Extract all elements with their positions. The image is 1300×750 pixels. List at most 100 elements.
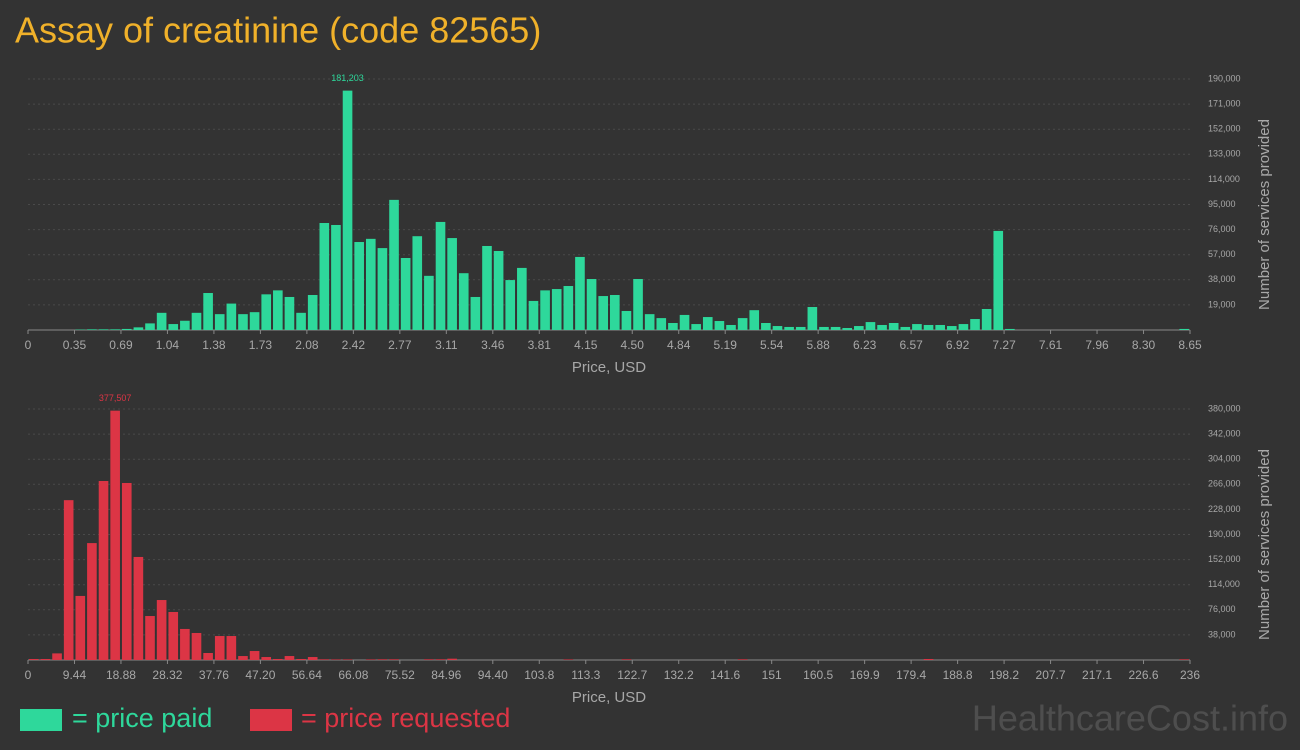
bar bbox=[133, 556, 144, 660]
y-tick-label: 133,000 bbox=[1208, 149, 1241, 159]
bar bbox=[377, 248, 388, 330]
y-axis-label: Number of services provided bbox=[1256, 119, 1273, 310]
bar bbox=[575, 256, 585, 330]
y-tick-label: 19,000 bbox=[1208, 299, 1236, 309]
x-tick-label: 2.77 bbox=[388, 338, 412, 352]
y-tick-label: 228,000 bbox=[1208, 504, 1241, 514]
bar bbox=[807, 307, 818, 330]
x-tick-label: 4.50 bbox=[621, 338, 645, 352]
bar bbox=[1179, 328, 1189, 330]
x-tick-label: 198.2 bbox=[989, 668, 1019, 682]
legend-swatch bbox=[250, 709, 292, 731]
bar bbox=[819, 326, 829, 330]
bar bbox=[226, 636, 237, 660]
bar bbox=[238, 314, 248, 330]
x-tick-label: 141.6 bbox=[710, 668, 740, 682]
bar bbox=[52, 653, 62, 660]
bar bbox=[273, 290, 283, 330]
x-tick-label: 2.42 bbox=[342, 338, 366, 352]
bar bbox=[273, 659, 283, 660]
x-tick-label: 9.44 bbox=[63, 668, 87, 682]
bar bbox=[284, 296, 295, 330]
bar bbox=[621, 310, 632, 330]
x-tick-label: 1.73 bbox=[249, 338, 273, 352]
bar bbox=[981, 308, 992, 330]
bar bbox=[912, 324, 922, 330]
legend-swatch bbox=[20, 709, 62, 731]
bar bbox=[87, 543, 97, 660]
x-tick-label: 37.76 bbox=[199, 668, 229, 682]
bar bbox=[331, 224, 341, 330]
x-tick-label: 5.88 bbox=[806, 338, 830, 352]
bar bbox=[749, 310, 760, 330]
x-tick-label: 132.2 bbox=[664, 668, 694, 682]
bar bbox=[888, 322, 899, 330]
x-tick-label: 151 bbox=[762, 668, 782, 682]
x-tick-label: 5.19 bbox=[714, 338, 738, 352]
bar bbox=[284, 656, 295, 660]
bar bbox=[389, 659, 399, 660]
y-tick-label: 76,000 bbox=[1208, 604, 1236, 614]
bar bbox=[435, 659, 446, 660]
bar bbox=[528, 300, 539, 330]
x-tick-label: 0 bbox=[25, 668, 32, 682]
bar bbox=[412, 236, 423, 330]
x-tick-label: 75.52 bbox=[385, 668, 415, 682]
x-tick-label: 4.15 bbox=[574, 338, 598, 352]
x-tick-label: 226.6 bbox=[1129, 668, 1159, 682]
bar bbox=[249, 651, 260, 660]
y-tick-label: 114,000 bbox=[1208, 174, 1240, 184]
x-tick-label: 66.08 bbox=[338, 668, 368, 682]
bar bbox=[679, 314, 690, 330]
x-tick-label: 8.65 bbox=[1178, 338, 1202, 352]
bar bbox=[946, 326, 957, 330]
y-tick-label: 380,000 bbox=[1208, 403, 1241, 413]
bar bbox=[923, 659, 934, 660]
y-tick-label: 38,000 bbox=[1208, 274, 1236, 284]
x-tick-label: 0.69 bbox=[109, 338, 133, 352]
x-tick-label: 1.04 bbox=[156, 338, 180, 352]
watermark: HealthcareCost.info bbox=[972, 698, 1288, 739]
bar bbox=[400, 258, 411, 330]
bar bbox=[307, 294, 318, 330]
bar bbox=[691, 324, 701, 330]
x-tick-label: 179.4 bbox=[896, 668, 926, 682]
x-tick-label: 94.40 bbox=[478, 668, 508, 682]
bar bbox=[63, 500, 74, 660]
x-tick-label: 217.1 bbox=[1082, 668, 1112, 682]
y-tick-label: 304,000 bbox=[1208, 454, 1241, 464]
bar bbox=[156, 600, 167, 660]
bar bbox=[110, 329, 120, 330]
x-axis-label: Price, USD bbox=[572, 689, 646, 706]
x-tick-label: 1.38 bbox=[202, 338, 226, 352]
bar bbox=[203, 652, 213, 660]
x-tick-label: 84.96 bbox=[431, 668, 461, 682]
y-tick-label: 76,000 bbox=[1208, 224, 1236, 234]
bar bbox=[621, 659, 632, 660]
x-tick-label: 47.20 bbox=[245, 668, 275, 682]
bar bbox=[342, 659, 353, 660]
bar bbox=[447, 238, 457, 330]
x-tick-label: 169.9 bbox=[850, 668, 880, 682]
bar bbox=[668, 322, 678, 330]
bar bbox=[493, 251, 504, 330]
bar bbox=[319, 659, 330, 660]
bar bbox=[737, 659, 748, 660]
bar bbox=[389, 199, 399, 330]
x-tick-label: 188.8 bbox=[943, 668, 973, 682]
x-axis-label: Price, USD bbox=[572, 359, 646, 376]
bar bbox=[75, 595, 86, 660]
bar bbox=[203, 293, 213, 330]
bar bbox=[644, 314, 655, 330]
legend-label: = price paid bbox=[72, 703, 212, 733]
bar bbox=[29, 659, 39, 660]
bar bbox=[180, 628, 190, 660]
x-tick-label: 3.81 bbox=[528, 338, 552, 352]
bar bbox=[737, 318, 748, 330]
x-tick-label: 160.5 bbox=[803, 668, 833, 682]
x-tick-label: 18.88 bbox=[106, 668, 136, 682]
x-tick-label: 7.96 bbox=[1085, 338, 1109, 352]
y-axis-label: Number of services provided bbox=[1256, 449, 1273, 640]
bar bbox=[958, 324, 969, 330]
